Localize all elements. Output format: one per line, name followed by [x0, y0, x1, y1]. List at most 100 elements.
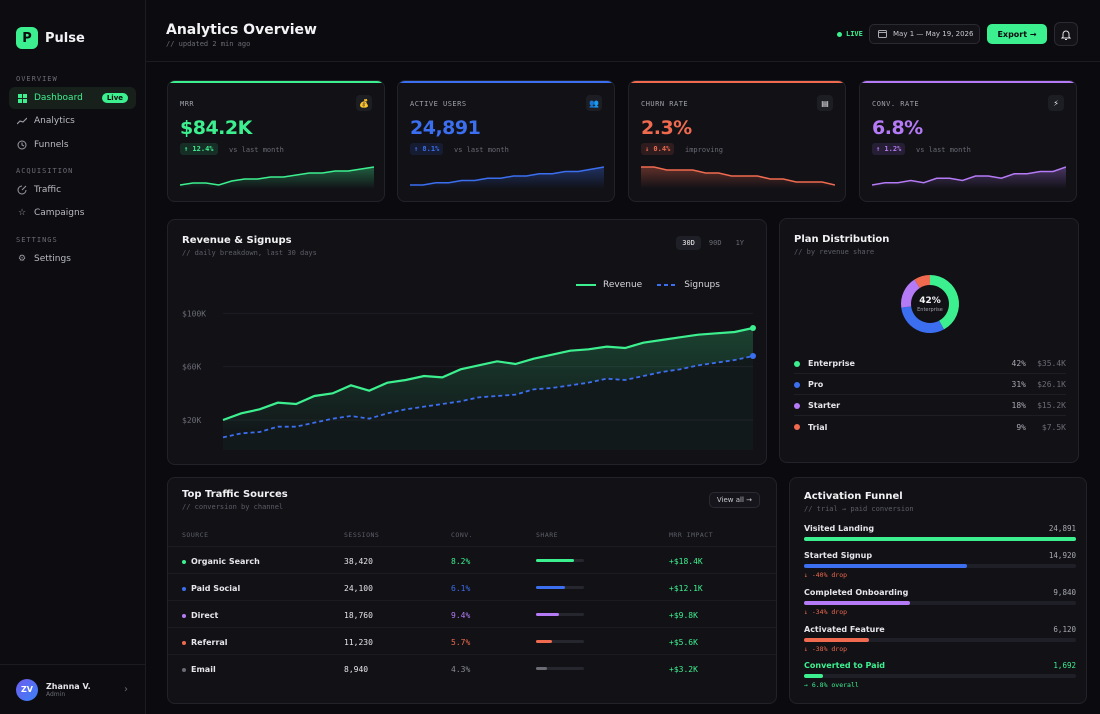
live-indicator: LIVE	[837, 30, 863, 38]
sparkline-line	[641, 166, 835, 186]
sparkline-area	[872, 167, 1066, 189]
funnel-step-name: Started Signup	[804, 551, 873, 560]
y-tick-label: $60K	[182, 363, 201, 372]
sidebar-item-dashboard[interactable]: Dashboard Live	[9, 87, 136, 109]
donut-hole	[912, 286, 948, 322]
kpi-card-active-users: ACTIVE USERS 👥 24,891 ↑ 8.1% vs last month	[397, 80, 615, 202]
live-label: LIVE	[846, 30, 863, 38]
table-row[interactable]: Paid Social 24,100 6.1% +$12.1K	[168, 573, 776, 600]
bolt-icon: ⚡	[1048, 95, 1064, 111]
funnel-subtitle: // trial → paid conversion	[804, 505, 914, 513]
clock-icon	[17, 140, 27, 150]
plan-name: Starter	[808, 401, 841, 410]
conv-cell: 5.7%	[451, 638, 471, 647]
funnel-step[interactable]: Activated Feature 6,120 ↓ -38% drop	[804, 625, 1076, 653]
sidebar-item-label: Traffic	[34, 185, 62, 195]
revenue-area	[223, 328, 753, 438]
plan-color-dot	[794, 360, 800, 367]
signups-line	[222, 355, 754, 439]
mrr-impact-cell: +$12.1K	[669, 584, 703, 593]
funnel-bar-fill	[804, 537, 1076, 541]
revenue-line	[222, 326, 754, 422]
plan-amount: $35.4K	[1037, 359, 1066, 368]
source-dot	[182, 559, 186, 564]
share-bar-fill	[536, 586, 565, 589]
share-bar-fill	[536, 667, 548, 670]
plan-row-trial[interactable]: Trial 9% $7.5K	[794, 417, 1066, 437]
kpi-label: MRR	[180, 100, 195, 108]
revenue-line-chart: $100K $60K $20K	[182, 309, 756, 450]
funnel-step-value: 6,120	[1053, 625, 1076, 634]
kpi-sparkline	[641, 166, 835, 189]
plan-subtitle: // by revenue share	[794, 248, 875, 256]
funnel-step-value: 1,692	[1053, 661, 1076, 670]
legend-swatch-signups	[657, 284, 678, 286]
live-badge: Live	[101, 93, 128, 103]
funnel-bar-fill	[804, 638, 870, 642]
range-90d[interactable]: 90D	[708, 239, 722, 247]
nav-section-overview: OVERVIEW	[16, 75, 58, 83]
mrr-impact-cell: +$3.2K	[669, 665, 698, 674]
notifications-button[interactable]	[1054, 22, 1078, 46]
funnel-step[interactable]: Visited Landing 24,891	[804, 524, 1076, 541]
plan-donut-chart	[901, 275, 959, 333]
funnel-step-value: 14,920	[1048, 551, 1076, 560]
kpi-accent-bar	[168, 81, 384, 83]
plan-row-enterprise[interactable]: Enterprise 42% $35.4K	[794, 354, 1066, 374]
sparkline-line	[180, 166, 374, 186]
user-name: Zhanna V.	[46, 681, 91, 691]
share-bar-fill	[536, 559, 575, 562]
export-button[interactable]: Export →	[987, 24, 1047, 44]
range-30d[interactable]: 30D	[676, 236, 701, 250]
kpi-accent-bar	[860, 81, 1076, 83]
signups-area	[223, 356, 753, 450]
plan-row-pro[interactable]: Pro 31% $26.1K	[794, 375, 1066, 395]
donut-center-value: 42%	[919, 296, 941, 306]
kpi-value: 6.8%	[872, 117, 923, 139]
plan-amount: $15.2K	[1037, 401, 1066, 410]
avatar: ZV	[16, 678, 38, 701]
funnel-step[interactable]: Converted to Paid 1,692 → 6.8% overall	[804, 661, 1076, 689]
funnel-step-name: Visited Landing	[804, 524, 875, 533]
sessions-cell: 18,760	[344, 611, 373, 620]
funnel-bar-track	[804, 601, 1076, 605]
legend-label-signups: Signups	[684, 280, 720, 290]
source-name: Direct	[191, 611, 219, 620]
donut-slice-pro	[901, 306, 944, 333]
kpi-card-conv-rate: CONV. RATE ⚡ 6.8% ↑ 1.2% vs last month	[859, 80, 1077, 202]
donut-slice-enterprise	[929, 275, 959, 330]
sessions-cell: 8,940	[344, 665, 369, 674]
share-bar	[536, 640, 584, 643]
view-all-button[interactable]: View all →	[708, 492, 760, 508]
chevron-right-icon: ›	[124, 684, 128, 695]
legend-label-revenue: Revenue	[603, 280, 643, 290]
range-1y[interactable]: 1Y	[735, 239, 744, 247]
kpi-sparkline	[872, 166, 1066, 189]
sidebar-item-traffic[interactable]: Traffic	[9, 179, 136, 201]
col-mrr-impact: MRR IMPACT	[669, 531, 714, 539]
table-row[interactable]: Email 8,940 4.3% +$3.2K	[168, 654, 776, 681]
sidebar-item-campaigns[interactable]: ☆ Campaigns	[9, 202, 136, 224]
date-range-picker[interactable]: May 1 — May 19, 2026	[869, 24, 980, 44]
header: Analytics Overview // updated 2 min ago …	[146, 0, 1100, 62]
money-bag-icon: 💰	[356, 95, 372, 111]
table-row[interactable]: Referral 11,230 5.7% +$5.6K	[168, 627, 776, 654]
donut-slice-trial	[914, 275, 931, 289]
plan-pct: 18%	[1011, 401, 1026, 410]
sidebar-item-analytics[interactable]: Analytics	[9, 110, 136, 132]
user-menu[interactable]: ZV Zhanna V. Admin ›	[0, 664, 146, 714]
funnel-step[interactable]: Started Signup 14,920 ↓ -40% drop	[804, 551, 1076, 579]
source-name: Referral	[191, 638, 228, 647]
page-title: Analytics Overview	[166, 22, 317, 38]
share-bar	[536, 586, 584, 589]
sidebar-item-label: Dashboard	[34, 93, 83, 103]
sidebar-item-funnels[interactable]: Funnels	[9, 134, 136, 156]
plan-row-starter[interactable]: Starter 18% $15.2K	[794, 396, 1066, 416]
table-row[interactable]: Organic Search 38,420 8.2% +$18.4K	[168, 546, 776, 573]
app-logo[interactable]: P Pulse	[16, 27, 85, 49]
table-row[interactable]: Direct 18,760 9.4% +$9.8K	[168, 600, 776, 627]
traffic-icon	[17, 185, 27, 195]
funnel-step[interactable]: Completed Onboarding 9,840 ↓ -34% drop	[804, 588, 1076, 616]
sidebar-item-settings[interactable]: ⚙ Settings	[9, 248, 136, 270]
funnel-drop-label: ↓ -34% drop	[804, 608, 848, 616]
